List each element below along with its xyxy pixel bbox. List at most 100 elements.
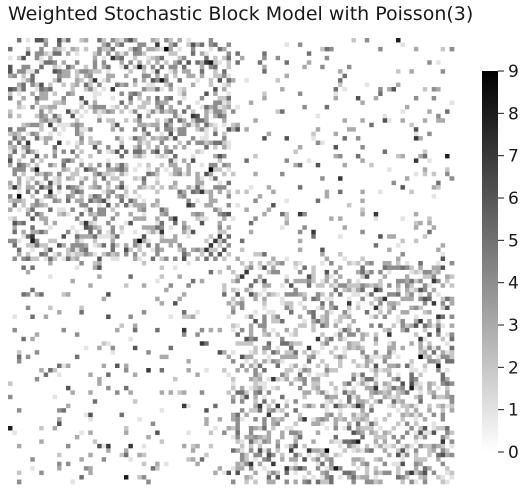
heatmap-cell bbox=[146, 122, 152, 128]
heatmap-cell bbox=[132, 198, 138, 204]
heatmap-cell bbox=[70, 153, 76, 159]
heatmap-cell bbox=[226, 73, 232, 79]
heatmap-cell bbox=[445, 167, 450, 173]
heatmap-cell bbox=[231, 194, 236, 199]
heatmap-cell bbox=[43, 131, 49, 137]
heatmap-cell bbox=[262, 55, 267, 61]
heatmap-cell bbox=[123, 171, 129, 177]
heatmap-cell bbox=[123, 122, 129, 128]
heatmap-cell bbox=[204, 243, 209, 248]
heatmap-cell bbox=[431, 158, 437, 164]
heatmap-cell bbox=[16, 194, 22, 199]
heatmap-cell bbox=[137, 243, 143, 248]
heatmap-cell bbox=[181, 131, 187, 137]
heatmap-cell bbox=[208, 46, 214, 52]
heatmap-cell bbox=[329, 127, 334, 132]
heatmap-cell bbox=[275, 229, 281, 235]
heatmap-cell bbox=[12, 194, 18, 199]
heatmap-cell bbox=[271, 69, 276, 74]
heatmap-cell bbox=[418, 243, 424, 248]
heatmap-cell bbox=[244, 234, 250, 239]
heatmap-cell bbox=[440, 149, 446, 155]
heatmap-cell bbox=[378, 238, 383, 244]
heatmap-cell bbox=[159, 189, 165, 195]
heatmap-cell bbox=[396, 234, 401, 239]
heatmap-cell bbox=[65, 104, 71, 110]
heatmap-cell bbox=[159, 243, 165, 248]
heatmap-cell bbox=[70, 145, 76, 150]
heatmap-cell bbox=[199, 171, 205, 177]
heatmap-cell bbox=[342, 153, 348, 159]
heatmap-cell bbox=[61, 100, 67, 106]
heatmap-cell bbox=[235, 229, 241, 235]
heatmap-cell bbox=[293, 38, 299, 43]
heatmap-cell bbox=[21, 238, 27, 244]
heatmap-cell bbox=[382, 127, 388, 132]
heatmap-cell bbox=[141, 100, 147, 106]
heatmap-cell bbox=[333, 203, 339, 208]
heatmap-cell bbox=[110, 247, 116, 253]
heatmap-cell bbox=[173, 69, 178, 74]
heatmap-cell bbox=[177, 211, 183, 217]
heatmap-cell bbox=[74, 64, 80, 70]
heatmap-cell bbox=[391, 252, 397, 257]
heatmap-cell bbox=[364, 162, 370, 168]
heatmap-cell bbox=[418, 185, 424, 190]
heatmap-cell bbox=[413, 149, 419, 155]
heatmap-cell bbox=[262, 136, 267, 141]
heatmap-cell bbox=[123, 46, 129, 52]
heatmap-cell bbox=[378, 113, 383, 119]
heatmap-cell bbox=[48, 131, 53, 137]
heatmap-cell bbox=[396, 51, 401, 57]
heatmap-cell bbox=[253, 51, 259, 57]
heatmap-cell bbox=[418, 238, 424, 244]
heatmap-cell bbox=[253, 238, 259, 244]
heatmap-cell bbox=[297, 60, 303, 66]
heatmap-cell bbox=[284, 176, 290, 182]
heatmap-cell bbox=[39, 95, 44, 101]
heatmap-cell bbox=[57, 55, 62, 61]
heatmap-cell bbox=[141, 122, 147, 128]
heatmap-cell bbox=[306, 64, 312, 70]
heatmap-cell bbox=[378, 118, 383, 124]
heatmap-cell bbox=[248, 64, 254, 70]
heatmap-cell bbox=[159, 46, 165, 52]
heatmap-cell bbox=[320, 109, 325, 115]
heatmap-cell bbox=[404, 100, 410, 106]
heatmap-cell bbox=[445, 122, 450, 128]
heatmap-cell bbox=[74, 149, 80, 155]
heatmap-cell bbox=[150, 216, 156, 222]
heatmap-cell bbox=[213, 91, 218, 97]
heatmap-cell bbox=[123, 216, 129, 222]
heatmap-cell bbox=[266, 238, 272, 244]
heatmap-cell bbox=[440, 100, 446, 106]
heatmap-cell bbox=[52, 247, 58, 253]
heatmap-cell bbox=[101, 243, 107, 248]
heatmap-cell bbox=[342, 38, 348, 43]
heatmap-cell bbox=[181, 122, 187, 128]
heatmap-cell bbox=[195, 167, 201, 173]
heatmap-cell bbox=[445, 140, 450, 146]
heatmap-cell bbox=[338, 109, 343, 115]
heatmap-cell bbox=[190, 171, 196, 177]
heatmap-cell bbox=[204, 153, 209, 159]
heatmap-cell bbox=[288, 198, 294, 204]
heatmap-cell bbox=[213, 216, 218, 222]
heatmap-cell bbox=[378, 216, 383, 222]
heatmap-cell bbox=[43, 234, 49, 239]
heatmap-cell bbox=[338, 69, 343, 74]
heatmap-cell bbox=[400, 256, 406, 262]
heatmap-cell bbox=[244, 51, 250, 57]
heatmap-cell bbox=[8, 229, 13, 235]
heatmap-cell bbox=[132, 55, 138, 61]
heatmap-cell bbox=[338, 82, 343, 88]
heatmap-cell bbox=[88, 82, 94, 88]
heatmap-cell bbox=[12, 198, 18, 204]
heatmap-cell bbox=[288, 95, 294, 101]
heatmap-cell bbox=[208, 38, 214, 43]
heatmap-cell bbox=[92, 113, 98, 119]
heatmap-cell bbox=[137, 256, 143, 262]
heatmap-cell bbox=[244, 189, 250, 195]
heatmap-cell bbox=[164, 243, 169, 248]
heatmap-cell bbox=[226, 109, 232, 115]
